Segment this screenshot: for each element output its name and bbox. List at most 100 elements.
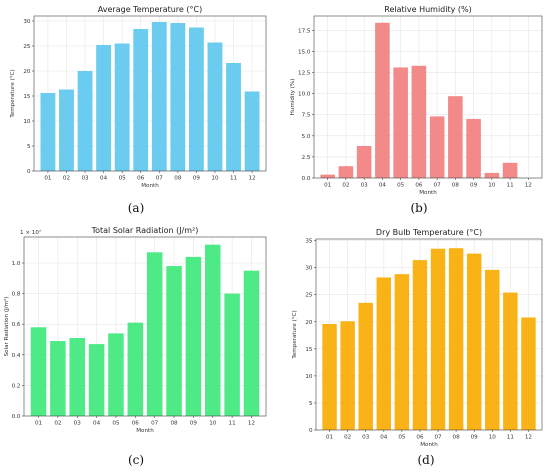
bar-02: [59, 89, 74, 171]
y-tick-label: 5: [27, 144, 31, 150]
bar-10: [485, 269, 500, 430]
bar-05: [394, 274, 410, 430]
plot-frame: [315, 238, 543, 431]
bar-09: [466, 253, 482, 430]
bar-10: [205, 244, 221, 416]
bar-01: [320, 174, 335, 178]
y-offset-label: 1 × 10⁷: [20, 229, 41, 236]
x-tick-label: 01: [44, 176, 52, 182]
y-tick-label: 0.8: [12, 292, 21, 298]
y-tick-label: 0: [309, 428, 313, 434]
bar-06: [412, 260, 428, 430]
x-tick-label: 06: [137, 176, 145, 182]
chart-panel-2: 0.0 2.5 5.0 7.5 10.0 12.5 15.0 17.5 01 02 03 04 05 06…: [290, 5, 543, 215]
bar-10: [207, 42, 223, 171]
x-tick-label: 12: [249, 176, 256, 182]
x-tick-label: 02: [342, 183, 349, 189]
bar-07: [146, 252, 163, 416]
x-tick-label: 05: [112, 421, 120, 427]
x-axis-label: Month: [419, 190, 437, 196]
x-tick-label: 02: [54, 421, 61, 427]
panel-caption: (a): [128, 201, 145, 215]
bar-06: [127, 322, 144, 416]
y-axis-label: Solar Radiation (J/m²): [3, 297, 10, 357]
x-tick-label: 08: [453, 435, 461, 441]
x-tick-label: 10: [489, 435, 497, 441]
x-tick-label: 09: [190, 421, 198, 427]
y-tick-label: 0.6: [12, 322, 21, 328]
y-axis-label: Temperature (°C): [10, 69, 16, 118]
x-axis-label: Month: [136, 428, 154, 434]
bar-02: [50, 341, 66, 416]
x-tick-label: 09: [470, 183, 478, 189]
bar-01: [30, 327, 47, 416]
y-tick-label: 30: [23, 19, 31, 25]
chart-panel-3: 0.0 0.2 0.4 0.6 0.8 1.0 01 02 03 04 05 06 07 08 09 10 11…: [3, 226, 267, 467]
x-tick-label: 01: [324, 183, 332, 189]
y-tick-label: 2.5: [302, 155, 311, 161]
bar-03: [77, 71, 93, 171]
y-axis-label: Temperature (°C): [292, 310, 298, 359]
bar-12: [244, 91, 260, 171]
bar-09: [188, 27, 204, 171]
x-tick-label: 10: [211, 176, 219, 182]
y-tick-label: 0.0: [302, 176, 311, 182]
bar-08: [170, 23, 186, 171]
bar-08: [448, 248, 464, 430]
y-tick-label: 20: [305, 320, 313, 326]
bar-07: [151, 22, 167, 171]
panel-caption: (b): [410, 201, 427, 215]
x-tick-label: 02: [344, 435, 351, 441]
x-tick-label: 10: [209, 421, 217, 427]
bar-08: [166, 266, 182, 416]
bar-05: [108, 333, 124, 416]
chart-title: Average Temperature (°C): [98, 5, 202, 14]
x-tick-label: 09: [193, 176, 201, 182]
x-tick-label: 07: [434, 435, 442, 441]
x-tick-label: 01: [35, 421, 43, 427]
bar-06: [133, 29, 149, 171]
x-axis-label: Month: [141, 183, 159, 189]
y-tick-label: 7.5: [302, 113, 311, 119]
bar-01: [40, 93, 56, 171]
y-tick-label: 20: [23, 69, 31, 75]
y-tick-label: 15.0: [298, 49, 311, 55]
x-tick-label: 10: [488, 183, 496, 189]
bar-09: [185, 256, 202, 416]
y-tick-label: 0: [27, 169, 31, 175]
x-tick-label: 09: [471, 435, 479, 441]
panel-caption: (c): [128, 453, 144, 467]
y-tick-label: 1.0: [12, 261, 21, 267]
x-tick-label: 03: [81, 176, 89, 182]
bar-05: [114, 43, 130, 171]
x-tick-label: 03: [362, 435, 370, 441]
y-tick-label: 25: [23, 44, 31, 50]
y-tick-label: 25: [305, 293, 313, 299]
y-tick-label: 10: [305, 374, 313, 380]
x-tick-label: 07: [151, 421, 159, 427]
bar-05: [393, 67, 408, 178]
bar-06: [411, 65, 427, 178]
plot-frame: [33, 15, 267, 172]
bar-03: [69, 337, 85, 416]
bar-08: [448, 96, 463, 178]
plot-frame: [313, 15, 543, 179]
y-tick-label: 17.5: [298, 28, 311, 34]
y-tick-label: 0.2: [12, 383, 21, 389]
x-tick-label: 11: [507, 183, 515, 189]
bar-12: [243, 270, 260, 416]
plot-frame: [23, 236, 267, 417]
x-axis-label: Month: [420, 442, 438, 448]
y-tick-label: 0.4: [12, 353, 21, 359]
x-tick-label: 06: [416, 435, 424, 441]
x-tick-label: 01: [326, 435, 334, 441]
x-tick-label: 12: [248, 421, 255, 427]
y-tick-label: 15: [23, 94, 31, 100]
x-tick-label: 08: [174, 176, 182, 182]
y-tick-label: 35: [305, 239, 313, 245]
x-tick-label: 07: [156, 176, 164, 182]
bar-07: [429, 116, 445, 178]
bar-09: [466, 118, 481, 178]
bar-02: [338, 166, 354, 178]
